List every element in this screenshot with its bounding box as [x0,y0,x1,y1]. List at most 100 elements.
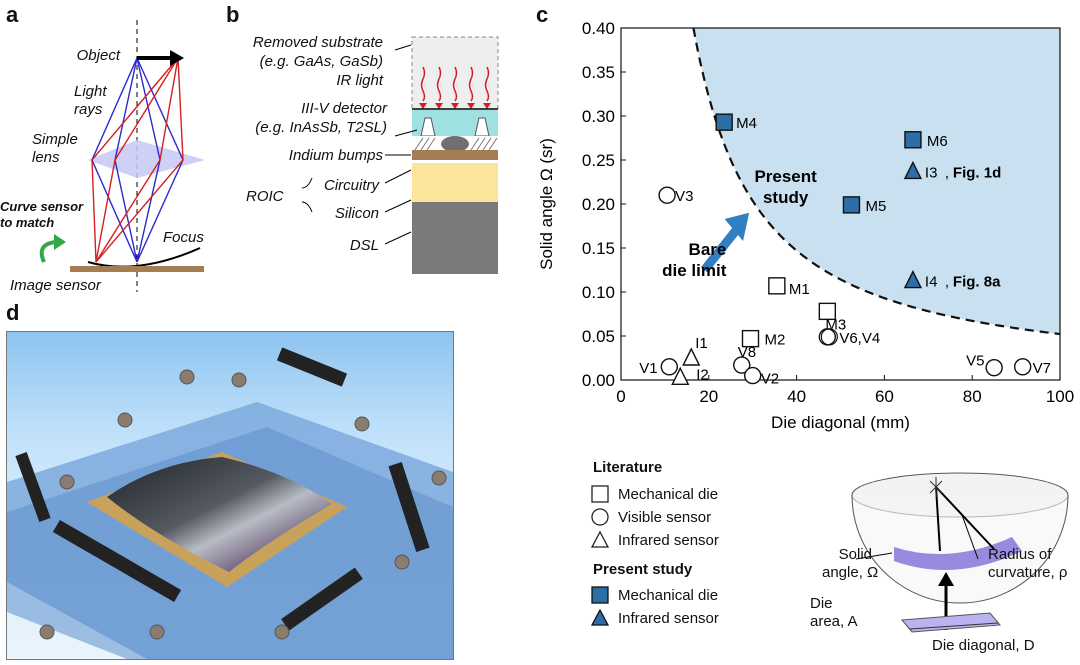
point-i4 [903,269,923,289]
photo-illustration [7,347,453,659]
point-i4-ref: Fig. 8a [953,274,1001,291]
point-m1 [768,277,786,295]
y-axis-label: Solid angle Ω (sr) [537,138,556,270]
point-v6v4-label: V6,V4 [839,330,880,347]
x-tick-label: 40 [787,387,806,406]
removed-substrate-example: (e.g. GaAs, GaSb) [259,53,383,70]
simple-lens-label: Simple lens [32,131,78,166]
point-i3 [903,160,923,180]
detector-example: (e.g. InAsSb, T2SL) [255,119,387,136]
image-sensor-label: Image sensor [10,277,101,294]
detector-label: III-V detector [301,100,387,117]
point-v8 [733,356,751,374]
point-i4-label: I4 [925,274,938,291]
point-m2 [741,329,760,348]
point-m1-label: M1 [789,281,810,298]
point-v2 [743,366,762,385]
point-m5 [842,196,861,214]
y-tick-label: 0.25 [582,151,615,170]
bare-die-limit-curve [692,27,1061,336]
x-tick-label: 60 [875,387,894,406]
legend-literature-title: Literature [593,459,663,476]
present-study-label: study [763,188,809,207]
point-m4 [715,113,733,131]
panel-a: Object Light rays Simple lens Curve sens… [0,0,225,300]
point-i2 [671,366,690,386]
point-i1-label: I1 [695,335,708,352]
point-i1 [682,347,701,366]
point-m5-label: M5 [865,198,886,215]
point-v1-label: V1 [639,360,657,377]
bare-die-limit-label: Bare [689,240,727,259]
focus-label: Focus [163,229,204,246]
circuitry-label: Circuitry [324,177,379,194]
x-tick-label: 0 [616,387,625,406]
present-study-label: Present [754,167,817,186]
point-v3-label: V3 [675,188,693,205]
panel-label-c: c [536,2,549,27]
hemisphere-diagram [851,472,1069,633]
die-area-label: Die area, A [810,595,858,630]
x-axis-label: Die diagonal (mm) [771,413,910,432]
point-m6-label: M6 [927,133,948,150]
y-tick-label: 0.15 [582,239,615,258]
point-i3-comma: , [945,164,949,181]
y-tick-label: 0.40 [582,19,615,38]
radius-label: Radius of curvature, ρ [988,546,1068,581]
point-i2-label: I2 [696,366,709,383]
panel-label-b: b [226,2,240,27]
point-v7-label: V7 [1033,360,1051,377]
solid-angle-label: Solid angle, Ω [822,546,879,581]
point-v6v4-second [820,328,838,346]
legend-literature-infrared: Infrared sensor [590,530,719,550]
legend-present-mechanical: Mechanical die [590,585,718,605]
point-v1 [660,358,678,376]
point-m4-label: M4 [736,115,757,132]
silicon-label: Silicon [334,205,379,222]
scatter-chart: 0 20 40 60 80 100 0.00 0.05 0.10 0.15 0.20 0.25 0.30… [537,19,1074,432]
point-v3 [658,186,676,204]
direction-arrow-head [724,212,750,241]
point-i3-label: I3 [925,164,938,181]
feasible-region [693,28,1060,335]
y-tick-label: 0.00 [582,371,615,390]
y-tick-label: 0.20 [582,195,615,214]
point-v2-label: V2 [761,371,779,388]
point-m3 [818,302,837,321]
curved-sensor-photo [6,331,454,660]
layer-stack-diagram [301,36,499,274]
point-v5 [985,358,1003,377]
panel-b: Removed substrate (e.g. GaAs, GaSb) IR l… [225,0,525,300]
legend-literature-mechanical-label: Mechanical die [618,485,719,503]
point-i3-ref: Fig. 1d [953,164,1001,181]
ir-light-label: IR light [336,72,383,89]
die-diagonal-label: Die diagonal, D [932,637,1035,654]
legend-present-infrared: Infrared sensor [590,608,719,628]
optics-diagram [39,20,205,292]
bare-die-limit-label: die limit [662,261,727,280]
point-v5-label: V5 [966,353,984,370]
dsl-label: DSL [349,237,379,254]
point-i4-comma: , [945,274,949,291]
x-tick-label: 80 [963,387,982,406]
indium-bumps-label: Indium bumps [288,147,383,164]
light-rays-label: Light rays [74,83,107,118]
panel-c: 0 20 40 60 80 100 0.00 0.05 0.10 0.15 0.20 0.25 0.30… [530,0,1080,445]
y-tick-label: 0.10 [582,283,615,302]
curve-sensor-label: Curve sensor to match [0,199,84,230]
panel-label-a: a [6,2,19,27]
legend-literature-mechanical: Mechanical die [590,484,718,504]
legend-literature-infrared-label: Infrared sensor [618,531,719,549]
point-v8-label: V8 [738,344,756,361]
point-v7 [1013,358,1032,376]
panel-label-d: d [6,300,20,325]
object-label: Object [76,47,120,64]
legend-literature-visible: Visible sensor [590,507,711,527]
point-m6 [904,131,922,149]
y-tick-label: 0.05 [582,327,615,346]
x-tick-label: 100 [1046,387,1074,406]
x-tick-label: 20 [699,387,718,406]
removed-substrate-label: Removed substrate [252,34,383,51]
direction-arrow-shaft [700,225,741,273]
legend-present-title: Present study [593,561,693,578]
